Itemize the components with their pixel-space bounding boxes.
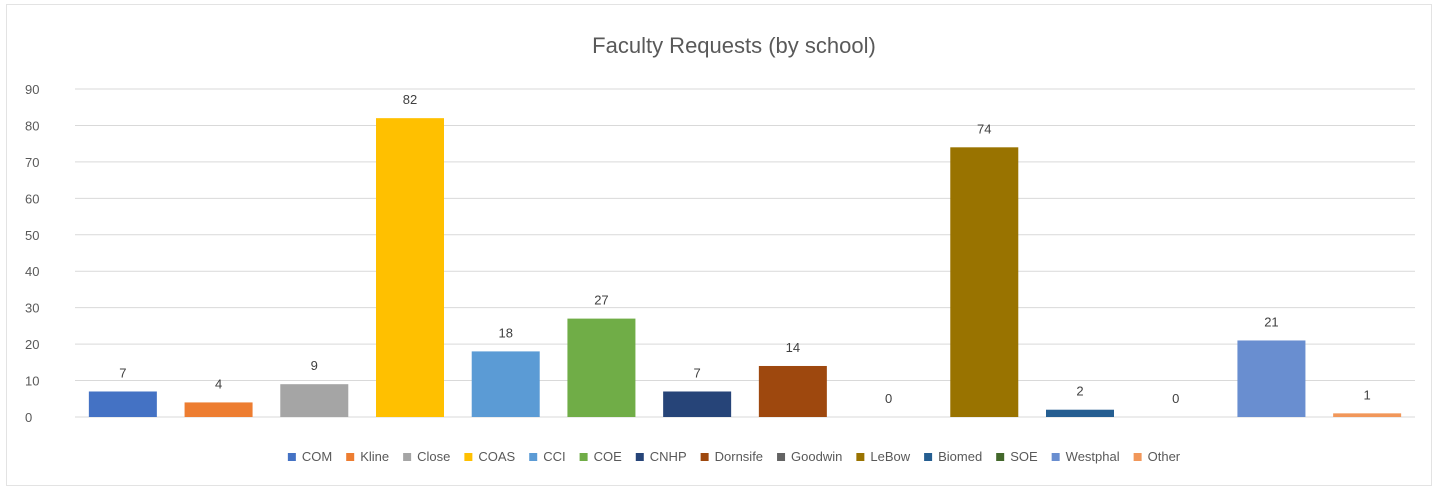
data-label-close: 9 [311,358,318,373]
bar-biomed [1046,409,1114,417]
legend-item-lebow: LeBow [856,449,911,464]
data-label-coas: 82 [403,92,417,107]
legend-swatch [579,453,588,461]
legend-label: Dornsife [715,449,763,464]
bar-chart: Faculty Requests (by school) 01020304050… [25,33,1415,464]
chart-title: Faculty Requests (by school) [592,33,876,58]
legend-item-kline: Kline [346,449,389,464]
legend-swatch [856,453,865,461]
legend-item-westphal: Westphal [1051,449,1120,464]
data-label-goodwin: 0 [885,391,892,406]
legend-item-biomed: Biomed [924,449,982,464]
bar-com [88,391,157,417]
gridlines [75,88,1415,418]
legend-label: CNHP [650,449,687,464]
legend-swatch [635,453,644,461]
legend-swatch [1133,453,1142,461]
y-axis-ticks: 0 10 20 30 40 50 60 70 80 90 [25,82,39,425]
bar-coe [567,318,636,417]
legend-swatch [464,453,473,461]
data-label-other: 1 [1364,387,1371,402]
legend-swatch [529,453,538,461]
y-tick-label: 30 [25,301,39,316]
bar-westphal [1237,340,1306,417]
bars [88,118,1402,418]
bar-dornsife [758,365,827,417]
y-tick-label: 20 [25,337,39,352]
legend-swatch [700,453,709,461]
data-label-lebow: 74 [977,121,991,136]
legend-swatch [403,453,412,461]
y-tick-label: 10 [25,374,39,389]
legend-label: COM [302,449,332,464]
data-label-coe: 27 [594,293,608,308]
data-label-soe: 0 [1172,391,1179,406]
legend-swatch [346,453,355,461]
y-tick-label: 70 [25,155,39,170]
legend-item-other: Other [1133,449,1181,464]
y-tick-label: 60 [25,191,39,206]
data-label-com: 7 [119,365,126,380]
y-tick-label: 40 [25,264,39,279]
legend-label: COE [594,449,623,464]
data-label-westphal: 21 [1264,314,1278,329]
data-label-dornsife: 14 [786,340,800,355]
legend-swatch [924,453,933,461]
y-tick-label: 50 [25,228,39,243]
legend-swatch [287,453,296,461]
legend-item-goodwin: Goodwin [777,449,842,464]
legend-label: Westphal [1066,449,1120,464]
data-label-cnhp: 7 [694,365,701,380]
legend-swatch [777,453,786,461]
bar-cci [471,351,540,417]
bar-lebow [950,147,1019,418]
legend: COM Kline Close COAS CCI COE CNHP Dornsife Goodw… [287,449,1181,464]
y-tick-label: 90 [25,82,39,97]
legend-label: LeBow [870,449,910,464]
bar-other [1333,413,1402,417]
data-label-biomed: 2 [1076,384,1083,399]
data-label-cci: 18 [498,325,512,340]
legend-label: Close [417,449,450,464]
y-tick-label: 80 [25,118,39,133]
data-label-kline: 4 [215,376,222,391]
legend-label: Biomed [938,449,982,464]
legend-swatch [1051,453,1060,461]
legend-label: Kline [360,449,389,464]
legend-item-coas: COAS [464,449,516,464]
y-tick-label: 0 [25,410,32,425]
bar-close [280,384,349,417]
bar-cnhp [663,391,732,417]
bar-coas [376,118,444,418]
legend-swatch [996,453,1005,461]
legend-label: CCI [543,449,565,464]
legend-label: Other [1148,449,1181,464]
chart-frame: Faculty Requests (by school) 0 10 20 30 40 50… [6,4,1432,486]
legend-item-close: Close [403,449,450,464]
legend-item-cci: CCI [529,449,566,464]
legend-item-cnhp: CNHP [635,449,687,464]
legend-item-com: COM [287,449,332,464]
legend-label: COAS [478,449,515,464]
legend-item-coe: COE [579,449,623,464]
legend-label: Goodwin [791,449,842,464]
legend-item-soe: SOE [996,449,1038,464]
legend-label: SOE [1010,449,1038,464]
legend-item-dornsife: Dornsife [700,449,763,464]
bar-kline [184,402,253,417]
